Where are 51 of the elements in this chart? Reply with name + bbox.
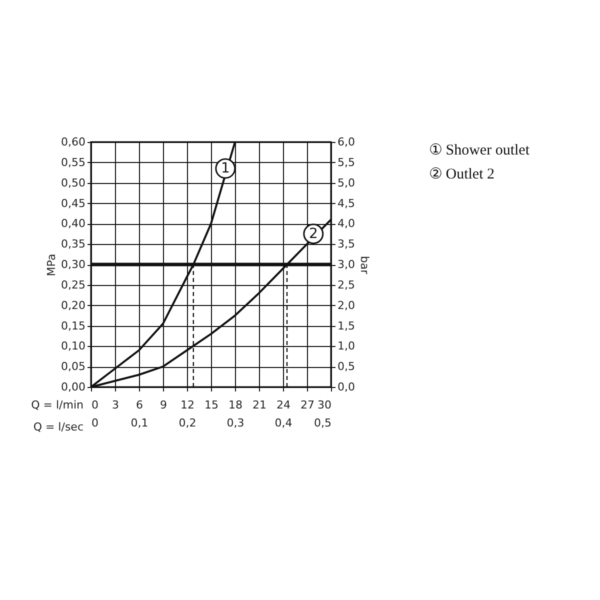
y-tick-label: 0,15 bbox=[61, 319, 86, 332]
y2-tick-label: 1,5 bbox=[338, 319, 355, 332]
x-tick-label: 6 bbox=[136, 398, 143, 412]
y-tick-label: 0,45 bbox=[61, 196, 86, 210]
y-tick-label: 0,10 bbox=[61, 340, 86, 353]
x-tick-label: 27 bbox=[300, 398, 314, 412]
x2-axis-title: Q = l/sec bbox=[33, 420, 84, 434]
y2-tick-label: 1,0 bbox=[338, 340, 355, 353]
y2-tick-label: 2,5 bbox=[338, 278, 355, 292]
x2-tick-label: 0,3 bbox=[226, 416, 244, 430]
y-tick-label: 0,40 bbox=[61, 217, 86, 230]
x-tick-label: 15 bbox=[204, 398, 218, 412]
x-axis-title: Q = l/min bbox=[31, 398, 84, 412]
y-tick-label: 0,60 bbox=[61, 136, 86, 148]
y-tick-label: 0,20 bbox=[61, 298, 86, 312]
y-tick-label: 0,35 bbox=[61, 238, 86, 251]
x-tick-label: 3 bbox=[112, 398, 119, 412]
x2-tick-label: 0,2 bbox=[178, 416, 196, 430]
annotation: 1 bbox=[220, 160, 230, 177]
y-axis-title: MPa bbox=[45, 254, 58, 276]
annotation: 2 bbox=[308, 226, 318, 242]
text: ① Shower outlet bbox=[429, 142, 530, 158]
y2-tick-label: 5,5 bbox=[338, 156, 355, 169]
x-tick-label: 24 bbox=[276, 398, 290, 412]
y2-axis-title: bar bbox=[358, 256, 371, 275]
y2-tick-label: 4,0 bbox=[338, 217, 355, 230]
y2-tick-label: 4,5 bbox=[338, 196, 355, 210]
y-tick-label: 0,00 bbox=[61, 380, 86, 394]
x2-tick-label: 0,4 bbox=[274, 416, 292, 430]
x-tick-label: 30 bbox=[318, 398, 332, 412]
y-tick-label: 0,30 bbox=[61, 258, 86, 271]
y2-tick-label: 2,0 bbox=[338, 298, 355, 312]
x-tick-label: 0 bbox=[92, 398, 98, 412]
x2-tick-label: 0,5 bbox=[314, 416, 332, 430]
x2-tick-label: 0,1 bbox=[130, 416, 148, 430]
x2-tick-label: 0 bbox=[92, 416, 98, 430]
y2-tick-label: 0,5 bbox=[338, 360, 355, 374]
y-tick-label: 0,05 bbox=[61, 360, 86, 374]
x-tick-label: 18 bbox=[228, 398, 242, 412]
y2-tick-label: 6,0 bbox=[338, 136, 355, 148]
y-tick-label: 0,50 bbox=[61, 176, 86, 190]
y2-tick-label: 5,0 bbox=[338, 176, 355, 190]
x-tick-label: 9 bbox=[160, 398, 167, 412]
x-tick-label: 12 bbox=[180, 398, 194, 412]
y-tick-label: 0,25 bbox=[61, 278, 86, 292]
x-tick-label: 21 bbox=[252, 398, 266, 412]
y-tick-label: 0,55 bbox=[61, 156, 86, 169]
y2-tick-label: 0,0 bbox=[338, 380, 355, 394]
y2-tick-label: 3,5 bbox=[338, 238, 355, 251]
text: ② Outlet 2 bbox=[429, 166, 494, 182]
y2-tick-label: 3,0 bbox=[338, 258, 355, 271]
